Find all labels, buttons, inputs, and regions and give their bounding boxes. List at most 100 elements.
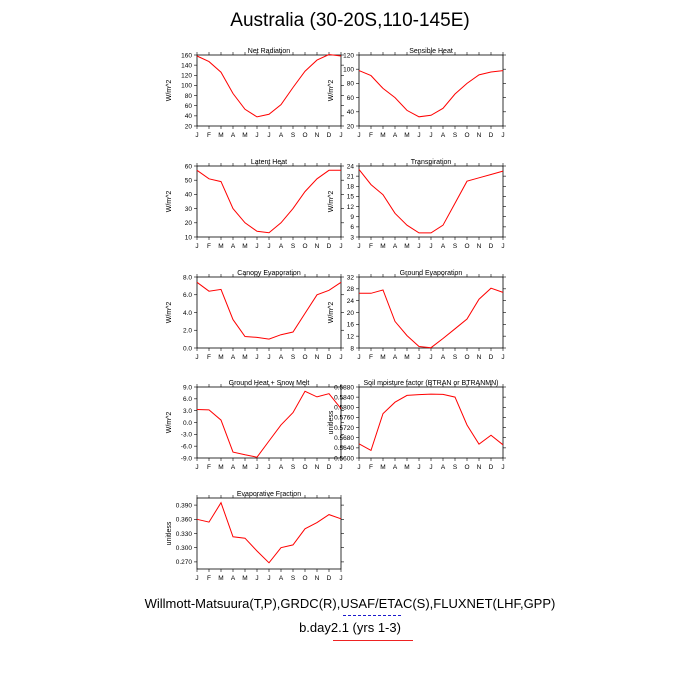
x-tick-label: J <box>357 464 360 471</box>
observations-caption: Willmott-Matsuura(T,P),GRDC(R),USAF/ETAC… <box>144 596 556 611</box>
panel-title: Soil moisture factor (BTRAN or BTRANMN) <box>364 380 499 387</box>
x-tick-label: A <box>279 243 284 250</box>
x-tick-label: S <box>453 132 458 139</box>
x-tick-label: M <box>218 132 223 139</box>
x-tick-label: A <box>441 354 446 361</box>
x-tick-label: A <box>231 464 236 471</box>
x-tick-label: S <box>291 464 296 471</box>
x-tick-label: F <box>369 132 373 139</box>
x-tick-label: J <box>357 243 360 250</box>
x-tick-label: J <box>195 354 198 361</box>
x-tick-label: J <box>267 354 270 361</box>
x-tick-label: M <box>404 464 409 471</box>
y-axis-label: W/m^2 <box>166 412 173 434</box>
x-tick-label: N <box>315 575 320 582</box>
y-axis-label: unitless <box>328 410 335 434</box>
y-tick-label: 0.0 <box>183 420 192 427</box>
y-tick-label: 80 <box>347 81 355 88</box>
panel-title: Evaporative Fraction <box>237 491 301 498</box>
y-tick-label: 0.360 <box>176 517 193 524</box>
y-tick-label: 9.0 <box>183 384 192 391</box>
x-tick-label: A <box>441 464 446 471</box>
y-tick-label: 8 <box>350 345 354 352</box>
x-tick-label: M <box>242 354 247 361</box>
x-tick-label: O <box>464 354 469 361</box>
y-tick-label: 0.330 <box>176 531 193 538</box>
y-tick-label: 40 <box>185 192 193 199</box>
x-tick-label: J <box>339 132 342 139</box>
x-tick-label: N <box>477 354 482 361</box>
x-tick-label: O <box>464 464 469 471</box>
x-tick-label: O <box>302 354 307 361</box>
model-caption: b.day2.1 (yrs 1-3) <box>299 620 401 635</box>
x-tick-label: F <box>207 243 211 250</box>
y-tick-label: 100 <box>343 67 354 74</box>
x-tick-label: J <box>267 464 270 471</box>
x-tick-label: A <box>393 243 398 250</box>
x-tick-label: J <box>195 243 198 250</box>
y-tick-label: 20 <box>347 123 355 130</box>
y-tick-label: 120 <box>343 52 354 59</box>
x-tick-label: N <box>477 132 482 139</box>
y-tick-label: 80 <box>185 93 193 100</box>
x-tick-label: M <box>380 243 385 250</box>
y-tick-label: 6 <box>350 224 354 231</box>
series-line <box>196 390 342 458</box>
y-tick-label: 10 <box>185 234 193 241</box>
x-tick-label: M <box>218 354 223 361</box>
y-tick-label: 120 <box>181 73 192 80</box>
x-tick-label: J <box>255 464 258 471</box>
x-tick-label: D <box>489 243 494 250</box>
x-tick-label: J <box>195 464 198 471</box>
x-tick-label: J <box>255 132 258 139</box>
panel-ground-heat-snow-melt: Ground Heat + Snow Melt -9.0 -6.0 -3.0 0.0 3.… <box>166 380 344 471</box>
x-tick-label: J <box>357 354 360 361</box>
x-tick-label: J <box>339 354 342 361</box>
series-line <box>358 169 504 234</box>
y-tick-label: 20 <box>347 310 355 317</box>
series-line <box>196 169 341 234</box>
y-tick-label: 50 <box>185 178 193 185</box>
x-tick-label: S <box>453 354 458 361</box>
y-tick-label: 0.300 <box>176 545 193 552</box>
y-tick-label: 24 <box>347 298 355 305</box>
x-tick-label: D <box>327 575 332 582</box>
y-tick-label: 60 <box>347 95 355 102</box>
y-tick-label: 40 <box>347 109 355 116</box>
x-tick-label: F <box>207 132 211 139</box>
x-tick-label: J <box>429 354 432 361</box>
panel-title: Ground Heat + Snow Melt <box>229 380 310 387</box>
series-line <box>196 501 342 564</box>
x-tick-label: F <box>207 464 211 471</box>
y-tick-label: 0.0 <box>183 345 192 352</box>
x-tick-label: A <box>279 354 284 361</box>
y-tick-label: 60 <box>185 163 193 170</box>
panel-title: Transpiration <box>411 159 452 166</box>
x-tick-label: D <box>327 243 332 250</box>
x-tick-label: M <box>380 132 385 139</box>
x-tick-label: J <box>267 132 270 139</box>
y-tick-label: 0.390 <box>176 502 193 509</box>
y-tick-label: 4.0 <box>183 310 192 317</box>
y-tick-label: -6.0 <box>181 443 193 450</box>
plot-frame <box>196 497 342 570</box>
x-tick-label: O <box>302 132 307 139</box>
y-tick-label: 32 <box>347 274 355 281</box>
x-tick-label: A <box>393 132 398 139</box>
x-tick-label: A <box>231 575 236 582</box>
y-tick-label: 24 <box>347 163 355 170</box>
series-line <box>359 287 504 349</box>
y-tick-label: 21 <box>347 173 355 180</box>
y-tick-label: 28 <box>347 286 355 293</box>
x-tick-label: J <box>255 575 258 582</box>
x-tick-label: D <box>327 132 332 139</box>
x-tick-label: F <box>369 464 373 471</box>
x-tick-label: A <box>279 575 284 582</box>
x-tick-label: J <box>501 354 504 361</box>
x-tick-label: F <box>369 243 373 250</box>
panel-soil-moisture-factor-btran-or-btranmn: Soil moisture factor (BTRAN or BTRANMN) 0… <box>328 380 506 471</box>
x-tick-label: J <box>417 464 420 471</box>
x-tick-label: J <box>357 132 360 139</box>
